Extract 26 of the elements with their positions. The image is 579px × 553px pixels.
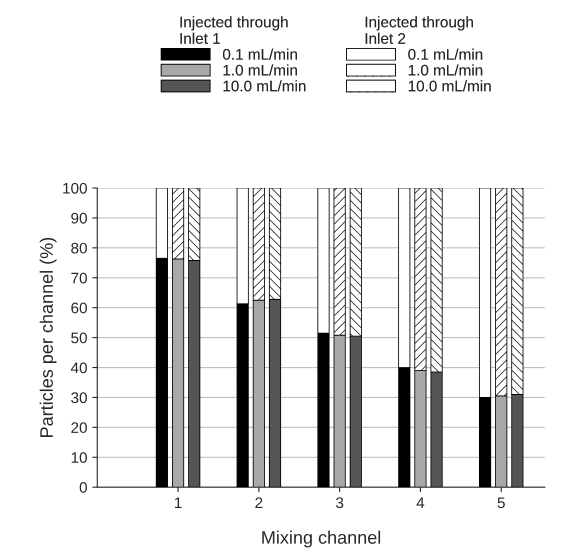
y-tick-label: 30 — [71, 392, 87, 404]
y-tick-label: 20 — [71, 422, 87, 434]
y-tick-label: 80 — [71, 242, 87, 254]
y-tick-label: 40 — [70, 362, 87, 374]
x-tick-label: 3 — [336, 497, 344, 508]
x-axis-title: Mixing channel — [262, 530, 380, 548]
y-tick-label: 70 — [71, 272, 87, 284]
x-tick-label: 2 — [255, 497, 262, 508]
y-axis-title: Particles per channel (%) — [40, 238, 57, 437]
legend-label: 1.0 mL/min — [224, 64, 297, 76]
legend-label: 10.0 mL/min — [224, 80, 306, 92]
text: Injected through Inlet 2 — [366, 16, 473, 44]
legend-label: 0.1 mL/min — [408, 48, 482, 60]
x-tick-label: 5 — [498, 497, 505, 508]
text: Injected through Inlet 1 — [180, 16, 288, 44]
x-tick-label: 4 — [416, 497, 424, 508]
y-tick-label: 60 — [71, 302, 87, 314]
legend-label: 0.1 mL/min — [222, 48, 297, 60]
y-tick-label: 100 — [63, 182, 87, 194]
y-tick-label: 50 — [71, 332, 87, 344]
y-tick-label: 90 — [71, 212, 87, 224]
y-tick-label: 0 — [80, 482, 87, 493]
y-tick-label: 10 — [72, 452, 87, 463]
legend-label: 10.0 mL/min — [408, 80, 491, 92]
legend-label: 1.0 mL/min — [408, 64, 482, 76]
x-tick-label: 1 — [174, 497, 182, 508]
